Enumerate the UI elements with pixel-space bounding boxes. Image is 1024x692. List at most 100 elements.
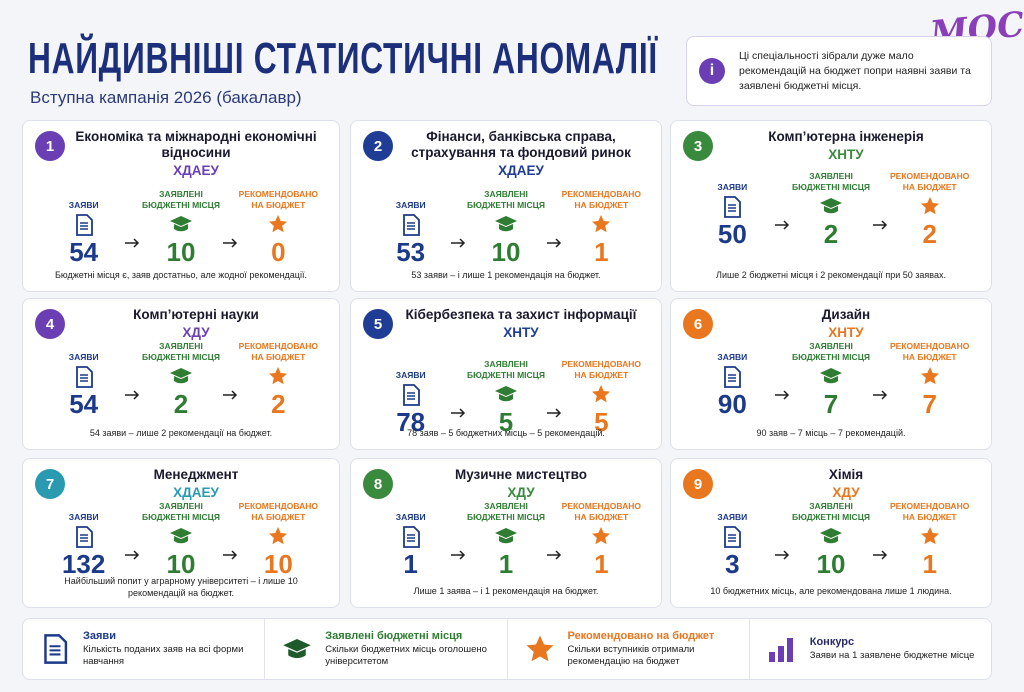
specialty-name: Фінанси, банківська справа, страхування … [411, 129, 631, 160]
stat: ЗАЯВЛЕНІ БЮДЖЕТНІ МІСЦЯ 10 [466, 187, 545, 266]
stat-label: ЗАЯВИ [717, 512, 748, 522]
legend-icon [35, 634, 75, 664]
stat: ЗАЯВЛЕНІ БЮДЖЕТНІ МІСЦЯ 10 [140, 499, 221, 578]
stat-label: РЕКОМЕНДОВАНО НА БЮДЖЕТ [238, 501, 318, 522]
card-note: Бюджетні місця є, заяв достатньо, але жо… [55, 270, 307, 280]
stat-icon [591, 384, 611, 408]
stat-value: 2 [271, 389, 286, 419]
specialty-name: Комп’ютерна інженерія [768, 129, 924, 144]
stat-icon [494, 214, 518, 238]
card: 9 Хімія ХДУ ЗАЯВИ 3 ЗАЯВЛЕНІ БЮДЖЕТНІ МІСЦЯ 10… [670, 458, 992, 608]
stat-icon [268, 214, 288, 238]
card: 5 Кібербезпека та захист інформації ХНТУ ЗА… [350, 298, 662, 450]
stats: ЗАЯВИ 78 ЗАЯВЛЕНІ БЮДЖЕТНІ МІСЦЯ 5 РЕКОМЕНДО… [351, 357, 661, 436]
card-header: Кібербезпека та захист інформації ХНТУ [401, 307, 641, 341]
stat-icon [494, 526, 518, 550]
stat: РЕКОМЕНДОВАНО НА БЮДЖЕТ 1 [562, 187, 641, 266]
stat: ЗАЯВЛЕНІ БЮДЖЕТНІ МІСЦЯ 10 [790, 499, 873, 578]
stat-icon [402, 384, 420, 408]
card: 2 Фінанси, банківська справа, страхування… [350, 120, 662, 292]
card: 4 Комп’ютерні науки ХДУ ЗАЯВИ 54 ЗАЯВЛЕНІ БЮД… [22, 298, 340, 450]
info-box: i Ці спеціальності зібрали дуже мало рек… [686, 36, 992, 106]
stat-icon [723, 526, 742, 550]
arrow [450, 547, 466, 565]
stats: ЗАЯВИ 50 ЗАЯВЛЕНІ БЮДЖЕТНІ МІСЦЯ 2 РЕКОМЕНДО… [671, 169, 991, 248]
stat-label: РЕКОМЕНДОВАНО НА БЮДЖЕТ [561, 359, 641, 380]
card: 7 Менеджмент ХДАЕУ ЗАЯВИ 132 ЗАЯВЛЕНІ БЮДЖЕТН… [22, 458, 340, 608]
specialty-name: Хімія [828, 467, 864, 482]
stat: РЕКОМЕНДОВАНО НА БЮДЖЕТ 0 [238, 187, 319, 266]
stat-label: ЗАЯВЛЕНІ БЮДЖЕТНІ МІСЦЯ [791, 501, 871, 522]
stat-icon [169, 366, 193, 390]
arrow [222, 547, 238, 565]
stat-label: ЗАЯВЛЕНІ БЮДЖЕТНІ МІСЦЯ [466, 359, 545, 380]
card-header: Дизайн ХНТУ [721, 307, 971, 341]
stat-label: ЗАЯВИ [68, 200, 99, 210]
stat-label: ЗАЯВИ [717, 352, 748, 362]
arrow [124, 235, 140, 253]
stat: ЗАЯВИ 50 [691, 169, 774, 248]
legend-title: Рекомендовано на бюджет [567, 630, 715, 642]
stat-value: 10 [166, 237, 196, 267]
legend-title: Заявлені бюджетні місця [325, 630, 463, 642]
university: ХДАЕУ [173, 163, 219, 178]
stat-value: 53 [396, 237, 426, 267]
stat-value: 1 [594, 549, 609, 579]
stat-value: 50 [717, 219, 747, 249]
card-header: Комп’ютерні науки ХДУ [73, 307, 319, 341]
legend-title: Заяви [83, 630, 116, 642]
arrow [450, 405, 466, 423]
info-icon: i [699, 58, 725, 84]
specialty-name: Економіка та міжнародні економічні відно… [75, 129, 317, 160]
stat-value: 1 [498, 549, 514, 579]
stat-icon [75, 214, 93, 238]
university: ХНТУ [828, 147, 864, 162]
stat-icon [268, 526, 288, 550]
legend-icon [520, 634, 560, 664]
stats: ЗАЯВИ 54 ЗАЯВЛЕНІ БЮДЖЕТНІ МІСЦЯ 10 РЕКОМЕНД… [23, 187, 339, 266]
specialty-name: Дизайн [821, 307, 871, 322]
stat-value: 10 [263, 549, 293, 579]
stat-value: 90 [717, 389, 747, 419]
card-number: 5 [363, 309, 393, 339]
stat-icon [402, 526, 420, 550]
stat-value: 0 [271, 237, 286, 267]
legend-text: Заявлені бюджетні місця Скільки бюджетних… [325, 630, 494, 668]
card-header: Менеджмент ХДАЕУ [73, 467, 319, 501]
arrow [546, 235, 562, 253]
stat: РЕКОМЕНДОВАНО НА БЮДЖЕТ 1 [562, 499, 641, 578]
specialty-name: Менеджмент [153, 467, 239, 482]
legend-desc: Скільки бюджетних місць оголошено універ… [325, 644, 487, 667]
card-number: 8 [363, 469, 393, 499]
arrow [774, 387, 790, 405]
legend-title: Конкурс [809, 636, 855, 648]
stat: РЕКОМЕНДОВАНО НА БЮДЖЕТ 5 [562, 357, 641, 436]
stat-label: РЕКОМЕНДОВАНО НА БЮДЖЕТ [238, 341, 318, 362]
stat-label: РЕКОМЕНДОВАНО НА БЮДЖЕТ [890, 501, 970, 522]
specialty-name: Комп’ютерні науки [133, 307, 259, 322]
card: 8 Музичне мистецтво ХДУ ЗАЯВИ 1 ЗАЯВЛЕНІ БЮДЖ… [350, 458, 662, 608]
stat-value: 78 [396, 407, 426, 437]
stat-icon [920, 366, 940, 390]
stat-value: 1 [403, 549, 418, 579]
stat-value: 5 [498, 407, 514, 437]
arrow [872, 217, 888, 235]
arrow [546, 405, 562, 423]
stats: ЗАЯВИ 1 ЗАЯВЛЕНІ БЮДЖЕТНІ МІСЦЯ 1 РЕКОМЕНДОВ… [351, 499, 661, 578]
university: ХДАЕУ [498, 163, 544, 178]
stat-label: ЗАЯВЛЕНІ БЮДЖЕТНІ МІСЦЯ [791, 171, 871, 192]
card-number: 4 [35, 309, 65, 339]
specialty-name: Кібербезпека та захист інформації [405, 307, 637, 322]
stats: ЗАЯВИ 3 ЗАЯВЛЕНІ БЮДЖЕТНІ МІСЦЯ 10 РЕКОМЕНДО… [671, 499, 991, 578]
legend-item: Заяви Кількість поданих заяв на всі форми… [23, 619, 266, 679]
stat-label: РЕКОМЕНДОВАНО НА БЮДЖЕТ [890, 171, 970, 192]
stat-label: РЕКОМЕНДОВАНО НА БЮДЖЕТ [561, 501, 641, 522]
stat-value: 10 [166, 549, 196, 579]
legend-icon [277, 634, 317, 664]
university: ХНТУ [503, 325, 539, 340]
card-header: Фінанси, банківська справа, страхування … [401, 129, 641, 179]
stat: РЕКОМЕНДОВАНО НА БЮДЖЕТ 1 [888, 499, 971, 578]
stat-icon [402, 214, 420, 238]
stat-label: ЗАЯВЛЕНІ БЮДЖЕТНІ МІСЦЯ [791, 341, 871, 362]
university: ХДУ [507, 485, 535, 500]
